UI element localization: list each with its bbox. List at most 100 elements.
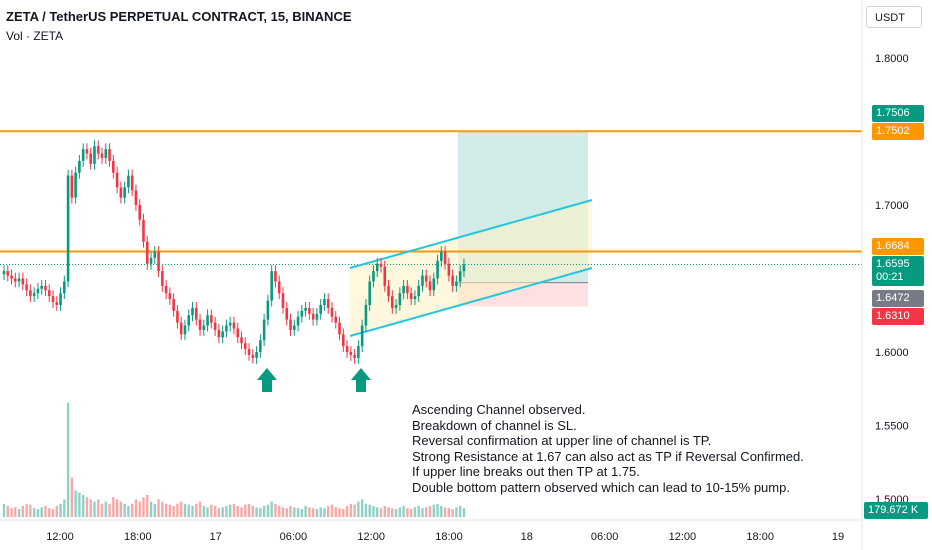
candles bbox=[2, 140, 466, 364]
candle-body bbox=[149, 257, 153, 264]
volume-bar bbox=[421, 508, 424, 517]
volume-bar bbox=[187, 504, 190, 517]
volume-bar bbox=[338, 508, 341, 517]
volume-bar bbox=[409, 509, 413, 517]
candle-body bbox=[406, 285, 409, 294]
candle-body bbox=[292, 325, 296, 330]
volume-bar bbox=[364, 503, 368, 517]
candle-body bbox=[202, 325, 206, 330]
volume-bar bbox=[240, 507, 243, 517]
candle-body bbox=[17, 278, 21, 282]
price-tick-label: 1.6000 bbox=[875, 347, 909, 359]
volume-bar bbox=[198, 501, 202, 517]
candle-body bbox=[289, 319, 292, 330]
candle-body bbox=[391, 296, 394, 308]
volume-bar bbox=[251, 506, 255, 517]
price-tick-label: 1.5500 bbox=[875, 421, 909, 433]
candle-body bbox=[21, 278, 25, 285]
volume-bar bbox=[387, 507, 390, 517]
candle-body bbox=[462, 264, 466, 272]
candle-body bbox=[36, 288, 40, 294]
note-line: Double bottom pattern observed which can… bbox=[412, 479, 790, 495]
time-tick-label: 06:00 bbox=[280, 531, 308, 543]
volume-bar bbox=[417, 506, 420, 517]
candle-body bbox=[372, 271, 375, 282]
volume-bar bbox=[443, 507, 447, 517]
volume-bar bbox=[255, 507, 258, 517]
candle-body bbox=[398, 293, 402, 305]
candle-body bbox=[112, 160, 115, 173]
volume-bar bbox=[458, 506, 462, 517]
volume-bar bbox=[85, 497, 89, 517]
volume-bar bbox=[168, 504, 172, 517]
volume-bar bbox=[379, 508, 383, 517]
volume-bar bbox=[14, 507, 17, 517]
price-badge: 179.672 K bbox=[864, 502, 928, 519]
time-tick-label: 18:00 bbox=[124, 531, 152, 543]
volume-bars bbox=[2, 402, 466, 517]
price-badge: 1.6310 bbox=[872, 308, 924, 325]
candle-body bbox=[277, 281, 281, 294]
candle-body bbox=[375, 263, 379, 272]
candle-body bbox=[221, 331, 224, 338]
volume-bar bbox=[149, 501, 153, 517]
candle-body bbox=[353, 354, 356, 358]
candle-body bbox=[281, 293, 285, 308]
candle-body bbox=[334, 316, 338, 323]
candle-body bbox=[262, 319, 266, 341]
volume-bar bbox=[63, 499, 66, 517]
time-tick-label: 19 bbox=[832, 531, 844, 543]
volume-bar bbox=[183, 503, 187, 517]
price-badge-value: 1.6684 bbox=[876, 240, 910, 252]
time-tick-label: 12:00 bbox=[357, 531, 385, 543]
volume-bar bbox=[436, 503, 439, 517]
candle-body bbox=[436, 260, 439, 279]
volume-bar bbox=[360, 499, 364, 517]
volume-bar bbox=[293, 507, 296, 517]
volume-bar bbox=[6, 506, 9, 517]
candle-body bbox=[266, 300, 270, 320]
candle-body bbox=[458, 271, 462, 282]
candle-body bbox=[421, 275, 424, 286]
chart-title: ZETA / TetherUS PERPETUAL CONTRACT, 15, … bbox=[6, 9, 352, 24]
price-badge-value: 1.6472 bbox=[876, 292, 910, 304]
volume-bar bbox=[97, 499, 100, 517]
volume-bar bbox=[93, 501, 96, 517]
candle-body bbox=[455, 281, 458, 286]
candle-body bbox=[168, 293, 172, 300]
channel-lower-line bbox=[349, 267, 593, 337]
volume-label: Vol · ZETA bbox=[6, 29, 64, 43]
volume-bar bbox=[262, 506, 266, 517]
currency-unit[interactable]: USDT bbox=[866, 6, 922, 28]
price-badge-value: 1.6310 bbox=[876, 310, 910, 322]
volume-bar bbox=[195, 503, 198, 517]
volume-bar bbox=[40, 507, 43, 517]
candle-body bbox=[44, 285, 47, 291]
candle-body bbox=[225, 325, 228, 332]
price-tick-label: 1.7000 bbox=[875, 200, 909, 212]
volume-bar bbox=[281, 507, 285, 517]
candle-body bbox=[10, 275, 13, 279]
candle-body bbox=[247, 349, 251, 355]
ascending-channel bbox=[349, 199, 593, 337]
volume-bar bbox=[17, 509, 21, 517]
note-line: Ascending Channel observed. bbox=[412, 402, 586, 417]
volume-bar bbox=[327, 506, 330, 517]
candle-body bbox=[251, 354, 255, 358]
volume-bar bbox=[55, 506, 58, 517]
volume-bar bbox=[383, 506, 386, 517]
note-line: Reversal confirmation at upper line of c… bbox=[412, 433, 712, 448]
annotation-note: Ascending Channel observed. Breakdown of… bbox=[412, 402, 804, 495]
candle-body bbox=[428, 281, 432, 291]
candle-body bbox=[213, 322, 217, 330]
up-arrow-icon bbox=[257, 368, 277, 392]
candle-body bbox=[198, 319, 202, 330]
volume-bar bbox=[157, 499, 160, 517]
volume-bar bbox=[112, 497, 115, 517]
volume-bar bbox=[29, 504, 32, 517]
volume-bar bbox=[232, 503, 236, 517]
time-tick-label: 18 bbox=[521, 531, 533, 543]
volume-bar bbox=[342, 509, 345, 517]
candle-body bbox=[210, 315, 213, 323]
